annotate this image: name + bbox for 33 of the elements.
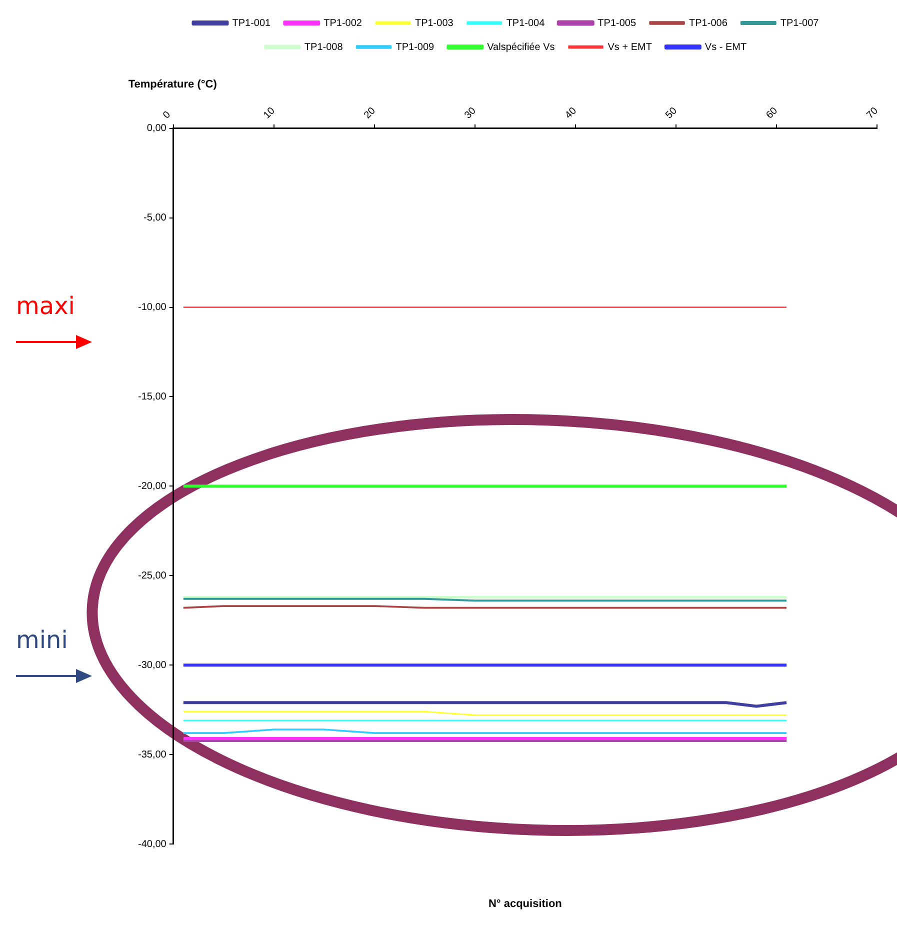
y-tick-label: -15,00 (138, 391, 167, 402)
legend-label: TP1-001 (232, 18, 272, 29)
legend-label: TP1-004 (506, 18, 546, 29)
text: mini (16, 626, 68, 654)
text: maxi (16, 292, 75, 320)
x-tick-label: 30 (462, 105, 479, 122)
x-tick-label: 60 (764, 105, 780, 122)
y-tick-label: -5,00 (144, 212, 167, 224)
x-tick-label: 0 (161, 109, 174, 122)
y-tick-label: -20,00 (138, 480, 167, 492)
x-tick-label: 40 (563, 105, 580, 122)
legend-label: Vs + EMT (608, 42, 652, 53)
x-axis-title: N° acquisition (488, 898, 562, 910)
x-tick-label: 20 (362, 105, 378, 122)
y-tick-label: -10,00 (138, 302, 167, 314)
y-tick-label: -30,00 (138, 660, 167, 671)
y-tick-label: -25,00 (138, 570, 167, 582)
legend-label: TP1-003 (414, 18, 454, 29)
y-tick-label: -35,00 (138, 749, 167, 760)
legend-label: TP1-007 (780, 18, 820, 29)
x-tick-label: 50 (664, 105, 680, 122)
legend-label: TP1-005 (598, 18, 636, 29)
x-tick-label: 10 (262, 105, 278, 122)
legend-label: Vs - EMT (704, 42, 747, 53)
x-tick-label: 70 (864, 105, 881, 122)
y-axis-title: Température (°C) (128, 78, 218, 90)
legend-label: Valspécifiée Vs (487, 42, 555, 53)
y-tick-label: 0,00 (146, 123, 167, 134)
y-tick-label: -40,00 (138, 838, 167, 850)
legend-label: TP1-008 (304, 42, 344, 53)
legend-label: TP1-002 (324, 18, 362, 29)
legend-label: TP1-006 (689, 18, 728, 29)
legend-label: TP1-009 (396, 42, 435, 53)
